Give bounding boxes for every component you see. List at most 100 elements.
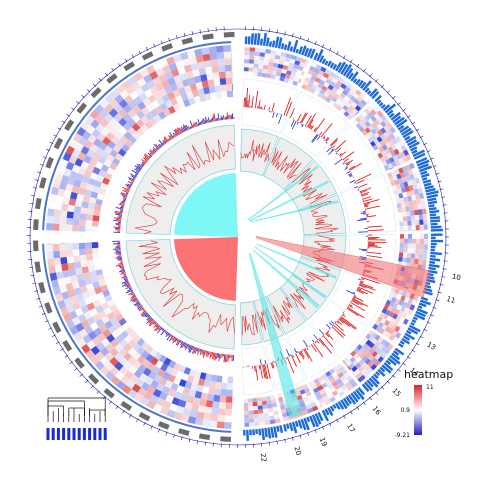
heatmap-cell-right (419, 229, 424, 231)
heatmap-cell-left (180, 93, 189, 102)
bar-left (148, 319, 155, 326)
bar-positive (362, 198, 373, 202)
heatmap-cell-left (155, 82, 165, 92)
heatmap-cell-left (172, 103, 181, 112)
heatmap-cell-right (290, 54, 297, 61)
bar-left (122, 198, 127, 201)
bar-left (115, 213, 123, 216)
heatmap-cell-right (414, 177, 421, 184)
heatmap-cell-left (194, 370, 202, 379)
bar-negative (357, 189, 360, 191)
heatmap-cell-left (165, 365, 174, 375)
heatmap-cell-right (398, 289, 404, 296)
heatmap-cell-left (80, 120, 91, 131)
heatmap-cell-left (118, 99, 129, 109)
heatmap-cell-right (319, 403, 322, 408)
bar-negative (357, 278, 361, 281)
dendro-leaf-label (67, 428, 71, 440)
heatmap-cell-left (81, 291, 91, 300)
ideogram-segment (295, 48, 299, 54)
heatmap-cell-left (125, 85, 135, 95)
heatmap-cell-left (104, 122, 114, 132)
heatmap-cell-right (338, 390, 345, 398)
ideogram-segment (430, 251, 442, 256)
heatmap-cell-right (394, 288, 400, 295)
line-series (138, 240, 235, 334)
heatmap-cell-right (361, 117, 368, 124)
heatmap-cell-right (401, 206, 407, 213)
axis-tick (343, 415, 346, 419)
bar-left (171, 335, 175, 340)
bar-left (112, 248, 121, 250)
heatmap-cell-left (73, 212, 81, 220)
heatmap-cell-right (378, 321, 385, 329)
heatmap-cell-right (419, 243, 424, 250)
ideogram-segment (337, 61, 346, 73)
heatmap-cell-right (316, 73, 323, 80)
ideogram-band (157, 421, 170, 430)
ideogram-segment (379, 366, 386, 373)
bar-left (204, 116, 208, 124)
heatmap-cell-left (166, 56, 176, 66)
heatmap-cell-right (261, 400, 267, 406)
axis-tick (32, 187, 37, 189)
bar-negative (328, 322, 334, 327)
heatmap-cell-left (136, 127, 145, 137)
heatmap-cell-right (304, 400, 311, 406)
bar-left (122, 186, 130, 191)
heatmap-cell-right (268, 415, 275, 421)
heatmap-cell-left (76, 273, 85, 282)
ideogram-segment (401, 337, 411, 345)
ideogram-segment (317, 411, 324, 422)
heatmap-cell-right (402, 318, 409, 326)
bar-panel (286, 323, 338, 380)
bar-left (223, 354, 226, 363)
heatmap-cell-right (409, 173, 415, 181)
heatmap-cell-left (99, 182, 109, 191)
line-series (271, 147, 302, 180)
ideogram-segment (405, 135, 417, 144)
ideogram-track (33, 32, 444, 442)
axis-tick (98, 78, 102, 82)
ideogram-segment (355, 78, 361, 86)
heatmap-cell-left (104, 320, 113, 329)
heatmap-cell-right (415, 243, 420, 250)
heatmap-cell-right (278, 59, 285, 65)
bar-left (161, 327, 164, 331)
heatmap-cell-left (212, 72, 220, 80)
heatmap-cell-right (270, 398, 277, 404)
heatmap-cell-left (131, 114, 141, 123)
bar-positive (350, 302, 366, 312)
heatmap-cell-right (352, 114, 357, 118)
axis-tick (31, 195, 36, 197)
heatmap-cell-right (272, 66, 278, 72)
bar-left (143, 154, 150, 160)
heatmap-cell-left (180, 414, 190, 423)
heatmap-cell-right (293, 63, 300, 70)
heatmap-cell-right (335, 99, 342, 106)
heatmap-cell-left (75, 293, 85, 302)
heatmap-cell-left (181, 78, 190, 87)
heatmap-cell-left (62, 196, 70, 205)
heatmap-cell-left (187, 50, 196, 59)
heatmap-cell-left (150, 357, 159, 366)
heatmap-cell-left (71, 148, 81, 158)
bar-left (117, 230, 121, 232)
heatmap-cell-right (390, 150, 397, 157)
heatmap-cell-left (213, 394, 221, 402)
bar-positive (352, 298, 368, 307)
heatmap-cell-left (83, 169, 93, 178)
heatmap-cell-left (121, 384, 132, 395)
heatmap-cell-right (274, 418, 281, 424)
heatmap-cell-right (414, 253, 420, 260)
axis-tick (41, 312, 46, 315)
heatmap-cell-right (244, 51, 250, 56)
ideogram-segment (418, 302, 427, 308)
ideogram-segment (429, 260, 436, 264)
heatmap-cell-left (164, 71, 174, 80)
heatmap-cell-left (46, 222, 53, 231)
bar-positive (258, 100, 261, 109)
heatmap-cell-left (205, 400, 214, 408)
bar-left (156, 327, 163, 334)
heatmap-cell-right (317, 385, 324, 391)
